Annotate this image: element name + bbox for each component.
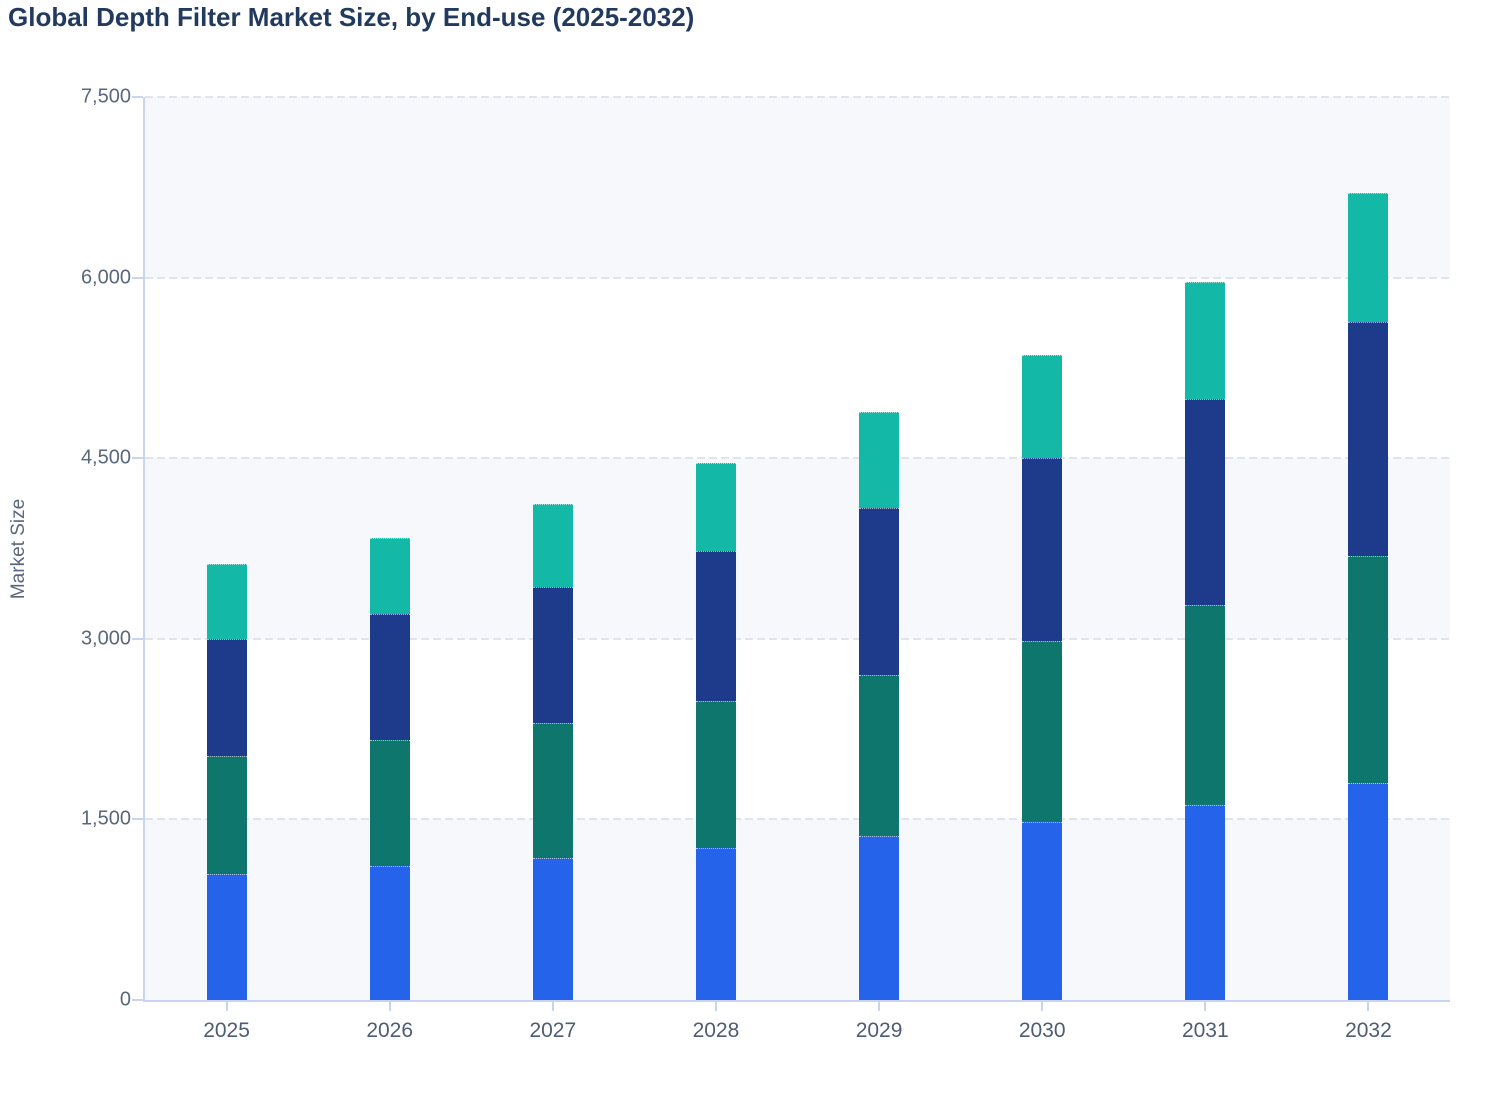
bar-2031-segment-4-top — [1185, 282, 1226, 400]
y-axis-ticks — [132, 96, 143, 1002]
bar-2030-segment-2 — [1022, 641, 1063, 822]
y-tick-mark-3000 — [132, 637, 143, 640]
bar-2030 — [1022, 97, 1063, 1000]
bar-2026-segment-4-top — [369, 537, 410, 614]
chart-title: Global Depth Filter Market Size, by End-… — [8, 2, 695, 32]
plot-area — [143, 96, 1450, 1002]
gridline-7500 — [145, 96, 1450, 98]
y-tick-label-4500: 4,500 — [80, 446, 131, 469]
bar-2031-segment-3 — [1185, 399, 1226, 606]
plot-band — [145, 97, 1450, 278]
bar-2032 — [1348, 97, 1389, 1000]
bar-2026-segment-3 — [369, 613, 410, 740]
bar-2032-segment-3 — [1348, 322, 1389, 556]
y-tick-mark-0 — [132, 999, 143, 1001]
bar-2029-segment-2 — [859, 674, 900, 837]
y-tick-mark-6000 — [132, 276, 143, 279]
bar-2031-segment-1-bottom — [1185, 804, 1226, 1000]
bar-2030-segment-4-top — [1022, 354, 1063, 459]
gridline-3000 — [145, 637, 1450, 640]
bar-2032-segment-2 — [1348, 555, 1389, 784]
x-tick-mark-2031 — [1204, 1002, 1207, 1011]
y-tick-label-1500: 1,500 — [80, 807, 131, 830]
y-tick-mark-7500 — [132, 96, 143, 98]
bar-2028-segment-2 — [695, 701, 736, 849]
bar-2028 — [695, 97, 736, 1000]
x-tick-mark-2027 — [551, 1002, 554, 1011]
x-tick-label-2027: 2027 — [529, 1019, 577, 1042]
bar-2031 — [1185, 97, 1226, 1000]
gridline-4500 — [145, 457, 1450, 460]
gridline-1500 — [145, 818, 1450, 821]
x-tick-label-2030: 2030 — [1018, 1019, 1066, 1042]
plot-band — [145, 819, 1450, 1000]
y-tick-label-6000: 6,000 — [80, 266, 131, 289]
bar-2026-segment-1-bottom — [369, 866, 410, 1000]
x-axis-ticks — [145, 1002, 1450, 1012]
bar-2030-segment-1-bottom — [1022, 821, 1063, 1000]
bar-2028-segment-4-top — [695, 463, 736, 551]
y-tick-mark-1500 — [132, 818, 143, 821]
bar-2027 — [532, 97, 573, 1000]
y-tick-label-0: 0 — [119, 988, 131, 1011]
bar-2025-segment-3 — [206, 638, 247, 756]
x-tick-label-2032: 2032 — [1345, 1019, 1392, 1042]
bar-2028-segment-1-bottom — [695, 848, 736, 1000]
bar-2029 — [859, 97, 900, 1000]
bar-2027-segment-1-bottom — [532, 857, 573, 1000]
x-tick-label-2029: 2029 — [855, 1019, 903, 1042]
gridline-6000 — [145, 276, 1450, 279]
bar-2031-segment-2 — [1185, 605, 1226, 805]
bar-2029-segment-1-bottom — [859, 836, 900, 1000]
y-axis-labels: 0 1,500 3,000 4,500 6,000 7,500 — [0, 86, 131, 1011]
x-tick-mark-2026 — [388, 1002, 391, 1011]
bar-2025-segment-2 — [206, 755, 247, 874]
x-tick-label-2028: 2028 — [692, 1019, 740, 1042]
plot-band — [145, 638, 1450, 820]
bar-2025-segment-4-top — [206, 564, 247, 639]
x-tick-mark-2029 — [878, 1002, 881, 1011]
bar-2026 — [369, 97, 410, 1000]
bar-2030-segment-3 — [1022, 458, 1063, 642]
x-tick-mark-2032 — [1367, 1002, 1370, 1011]
x-tick-mark-2028 — [714, 1002, 717, 1011]
bar-2029-segment-4-top — [859, 412, 900, 508]
x-axis-labels: 2025 2026 2027 2028 2029 2030 2031 2032 — [145, 1019, 1450, 1047]
x-tick-mark-2025 — [225, 1002, 228, 1011]
bar-2029-segment-3 — [859, 507, 900, 675]
bar-2025-segment-1-bottom — [206, 873, 247, 1000]
x-tick-label-2026: 2026 — [366, 1019, 414, 1042]
x-tick-label-2031: 2031 — [1181, 1019, 1229, 1042]
y-tick-label-3000: 3,000 — [80, 627, 131, 650]
plot-band — [145, 458, 1450, 639]
bar-2025 — [206, 97, 247, 1000]
bar-2027-segment-4-top — [532, 503, 573, 588]
bar-2026-segment-2 — [369, 739, 410, 867]
bar-2027-segment-3 — [532, 587, 573, 724]
bar-2027-segment-2 — [532, 723, 573, 858]
plot-band — [145, 277, 1450, 459]
x-tick-mark-2030 — [1041, 1002, 1044, 1011]
y-tick-mark-4500 — [132, 457, 143, 460]
x-tick-label-2025: 2025 — [203, 1019, 250, 1042]
bar-2028-segment-3 — [695, 550, 736, 702]
bar-2032-segment-1-bottom — [1348, 783, 1389, 1000]
y-tick-label-7500: 7,500 — [80, 85, 131, 108]
bar-2032-segment-4-top — [1348, 193, 1389, 323]
